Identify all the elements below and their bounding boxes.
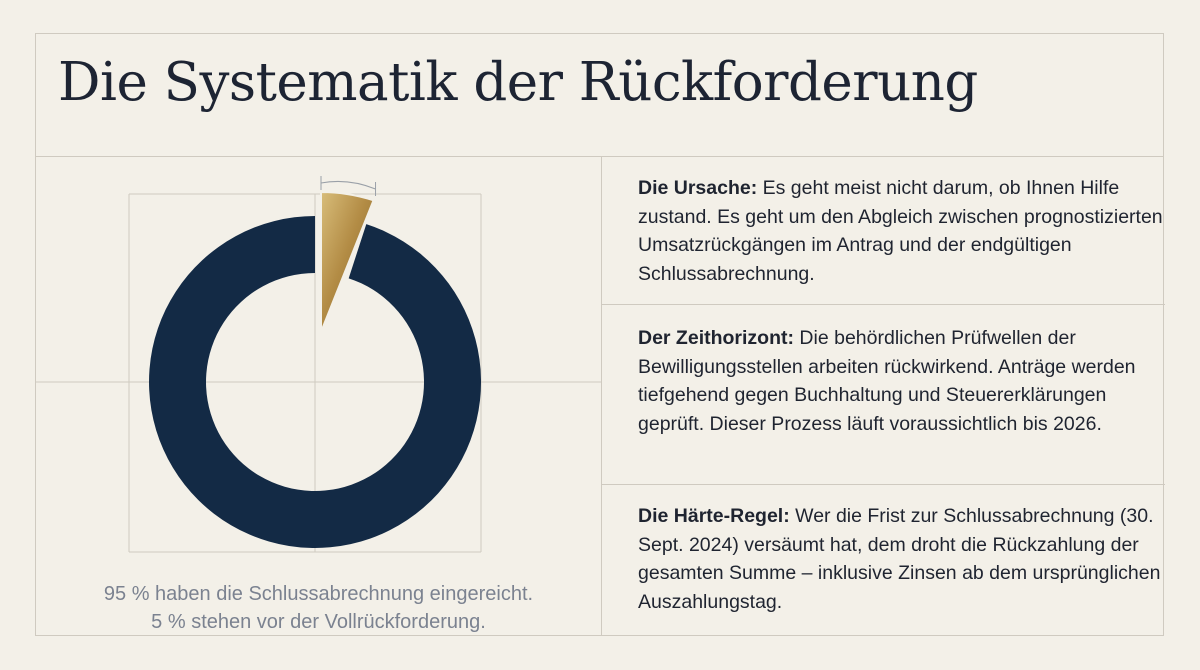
donut-chart xyxy=(36,176,601,553)
section-paragraph: Der Zeithorizont: Die behördlichen Prüfw… xyxy=(638,324,1165,438)
section-heading: Die Härte-Regel: xyxy=(638,505,790,527)
section-text: Wer die Frist zur Schlussabrechnung (30.… xyxy=(638,505,1161,613)
section-text: Es geht meist nicht darum, ob Ihnen Hilf… xyxy=(638,177,1163,285)
section-heading: Der Zeithorizont: xyxy=(638,327,794,349)
chart-panel: 95 % haben die Schlussabrechnung eingere… xyxy=(36,156,602,636)
chart-caption-line-1: 95 % haben die Schlussabrechnung eingere… xyxy=(103,583,534,605)
donut-segment-vollrueckforderung xyxy=(320,190,375,333)
section-text: Die behördlichen Prüfwellen der Bewillig… xyxy=(638,327,1136,435)
section-haerte-regel: Die Härte-Regel: Wer die Frist zur Schlu… xyxy=(602,485,1165,636)
section-ursache: Die Ursache: Es geht meist nicht darum, … xyxy=(602,156,1165,305)
donut-segment-eingereicht xyxy=(149,216,482,548)
measure-arc xyxy=(320,181,376,190)
section-paragraph: Die Ursache: Es geht meist nicht darum, … xyxy=(638,174,1165,288)
chart-caption-line-2: 5 % stehen vor der Vollrückforderung. xyxy=(151,611,486,633)
title-row: Die Systematik der Rückforderung xyxy=(36,34,1163,157)
section-zeithorizont: Der Zeithorizont: Die behördlichen Prüfw… xyxy=(602,305,1165,485)
text-panel: Die Ursache: Es geht meist nicht darum, … xyxy=(602,156,1165,636)
section-paragraph: Die Härte-Regel: Wer die Frist zur Schlu… xyxy=(638,502,1165,616)
infographic-frame: Die Systematik der Rückforderung 95 % ha… xyxy=(35,33,1165,636)
section-heading: Die Ursache: xyxy=(638,177,758,199)
page-title: Die Systematik der Rückforderung xyxy=(58,52,978,113)
